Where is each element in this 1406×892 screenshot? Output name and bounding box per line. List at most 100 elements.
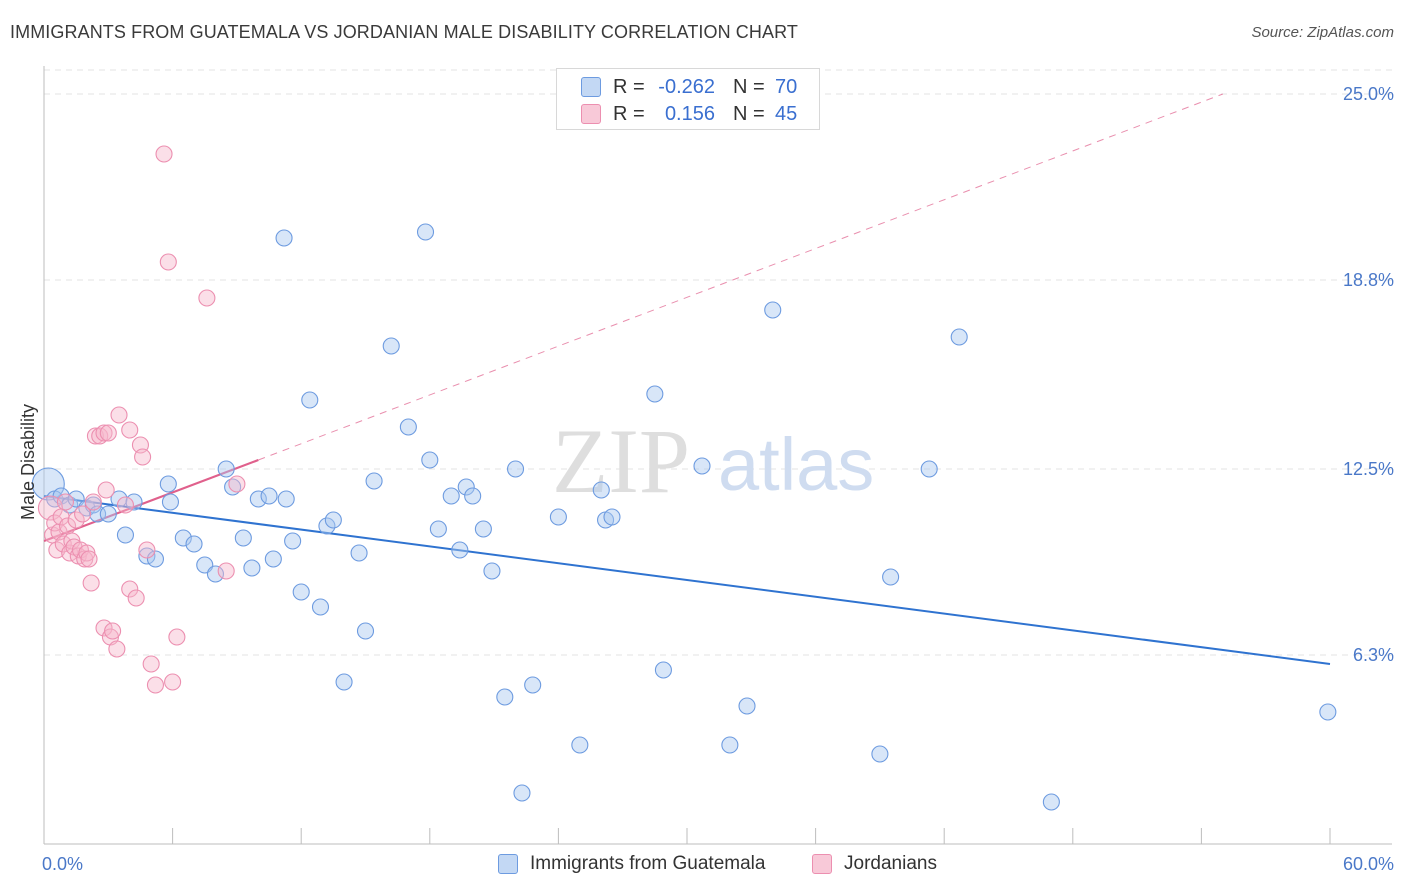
bottom-legend-guatemala: Immigrants from Guatemala: [498, 852, 765, 876]
legend-n-value: 70: [775, 75, 798, 98]
point-guatemala: [603, 508, 621, 526]
point-guatemala: [350, 544, 368, 562]
point-guatemala: [159, 475, 177, 493]
point-guatemala: [185, 535, 203, 553]
legend-swatch-pink: [581, 104, 601, 124]
legend-n-value: 45: [775, 102, 798, 125]
watermark-atlas: atlas: [718, 423, 874, 506]
point-guatemala: [335, 673, 353, 691]
point-guatemala: [506, 460, 525, 478]
bottom-legend-jordanians: Jordanians: [812, 852, 937, 876]
point-jordanians: [56, 493, 74, 511]
legend-r-value: 0.156: [664, 102, 715, 125]
point-guatemala: [311, 598, 330, 616]
point-guatemala: [284, 532, 302, 550]
point-guatemala: [31, 467, 65, 501]
point-guatemala: [764, 301, 782, 319]
point-guatemala: [1319, 703, 1337, 721]
trend-lines: [43, 93, 1331, 665]
point-jordanians: [37, 495, 63, 521]
point-guatemala: [318, 517, 336, 535]
point-guatemala: [429, 520, 447, 538]
point-guatemala: [654, 661, 672, 679]
point-jordanians: [142, 655, 160, 673]
point-jordanians: [80, 550, 98, 568]
correlation-legend: R = -0.262 N = 70 R = 0.156 N = 45: [556, 68, 820, 130]
legend-r-label: R =: [613, 102, 645, 125]
point-jordanians: [84, 493, 102, 511]
point-jordanians: [46, 514, 64, 532]
legend-swatch-blue: [581, 77, 601, 97]
y-axis-label: Male Disability: [18, 404, 38, 520]
bottom-legend-swatch-blue: [498, 854, 518, 874]
point-guatemala: [99, 505, 117, 523]
point-jordanians: [108, 640, 126, 658]
point-jordanians: [74, 505, 92, 523]
point-guatemala: [738, 697, 756, 715]
point-jordanians: [99, 424, 117, 442]
trend-line-guatemala: [43, 495, 1331, 665]
point-guatemala: [950, 328, 968, 346]
point-jordanians: [121, 421, 139, 439]
point-guatemala: [464, 487, 482, 505]
point-jordanians: [155, 145, 173, 163]
legend-n-label: N =: [733, 102, 765, 125]
point-guatemala: [174, 529, 192, 547]
point-guatemala: [571, 736, 589, 754]
point-guatemala: [116, 526, 134, 544]
axes: [43, 66, 1392, 845]
point-guatemala: [451, 541, 469, 559]
point-jordanians: [146, 676, 165, 694]
bottom-legend-swatch-pink: [812, 854, 832, 874]
point-guatemala: [275, 229, 293, 247]
point-jordanians: [48, 541, 66, 559]
source-label: Source: ZipAtlas.com: [1251, 24, 1394, 41]
point-guatemala: [146, 550, 165, 568]
point-guatemala: [217, 460, 235, 478]
x-tick-label: 0.0%: [42, 854, 83, 874]
bottom-legend-label-jordanians: Jordanians: [844, 853, 937, 874]
point-guatemala: [277, 490, 295, 508]
point-guatemala: [1042, 793, 1060, 811]
legend-row-jordanians: R = 0.156 N = 45: [581, 101, 797, 127]
point-jordanians: [138, 541, 156, 559]
point-guatemala: [871, 745, 889, 763]
y-tick-label: 6.3%: [1353, 645, 1394, 665]
point-jordanians: [97, 481, 115, 499]
point-jordanians: [104, 622, 122, 640]
point-guatemala: [474, 520, 492, 538]
point-jordanians: [228, 475, 246, 493]
point-guatemala: [549, 508, 567, 526]
point-jordanians: [164, 673, 182, 691]
watermark-zip: ZIP: [552, 410, 690, 512]
point-guatemala: [365, 472, 383, 490]
point-guatemala: [324, 511, 342, 529]
legend-n-label: N =: [733, 75, 765, 98]
point-guatemala: [920, 460, 938, 478]
point-guatemala: [416, 223, 435, 241]
point-jordanians: [95, 424, 113, 442]
point-guatemala: [513, 784, 531, 802]
bottom-legend-label-guatemala: Immigrants from Guatemala: [530, 853, 766, 874]
data-points: [31, 145, 1337, 811]
chart-title: IMMIGRANTS FROM GUATEMALA VS JORDANIAN M…: [10, 22, 798, 42]
point-guatemala: [249, 490, 267, 508]
point-jordanians: [159, 253, 177, 271]
point-guatemala: [382, 337, 400, 355]
point-jordanians: [134, 448, 152, 466]
point-guatemala: [292, 583, 310, 601]
point-guatemala: [524, 676, 542, 694]
point-guatemala: [234, 529, 252, 547]
point-guatemala: [206, 565, 225, 583]
y-tick-label: 12.5%: [1343, 459, 1394, 479]
point-guatemala: [496, 688, 514, 706]
legend-r-value: -0.262: [658, 75, 715, 98]
point-jordanians: [82, 574, 100, 592]
point-guatemala: [721, 736, 739, 754]
point-guatemala: [356, 622, 375, 640]
legend-r-label: R =: [613, 75, 645, 98]
point-jordanians: [217, 562, 235, 580]
point-jordanians: [116, 496, 134, 514]
point-guatemala: [457, 478, 475, 496]
